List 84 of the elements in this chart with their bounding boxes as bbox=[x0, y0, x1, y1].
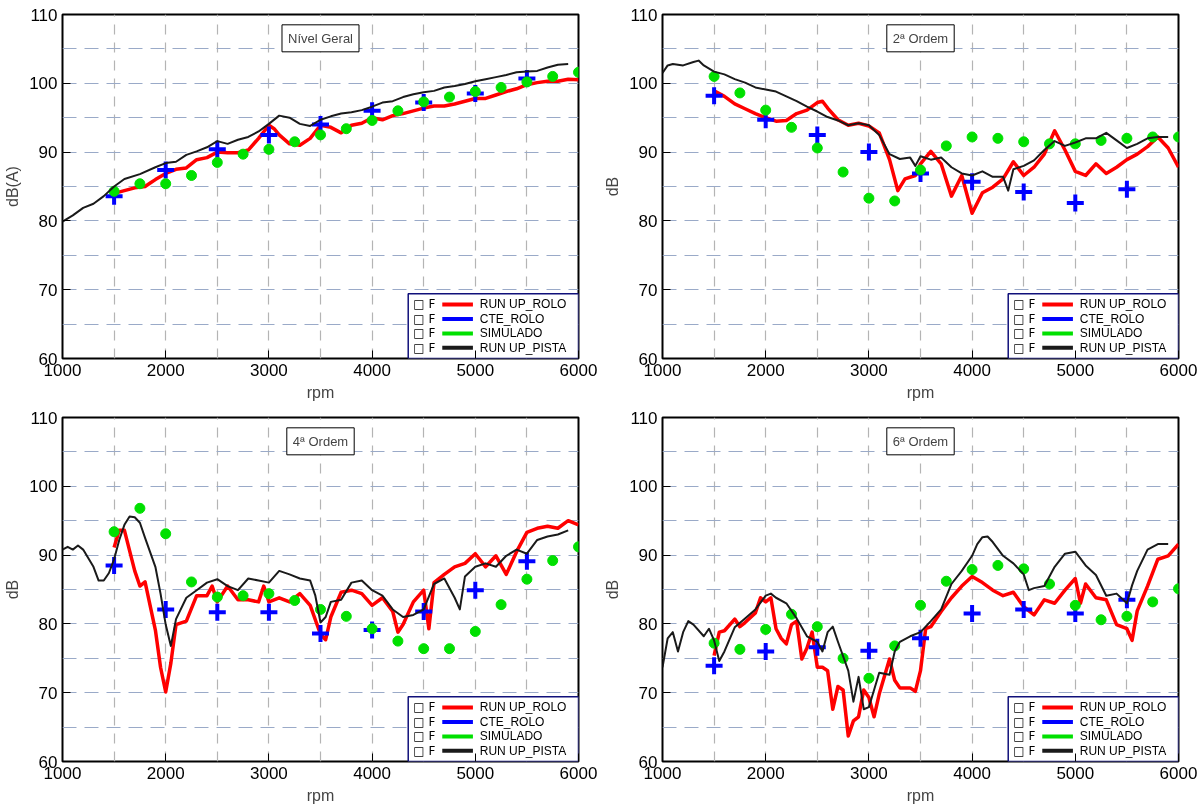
annotation: □ F bbox=[413, 340, 436, 355]
x-tick-label: 5000 bbox=[456, 763, 495, 783]
y-tick-label: 110 bbox=[30, 408, 58, 428]
text: 2ª Ordem bbox=[892, 30, 949, 46]
annotation: □ F bbox=[413, 311, 436, 326]
x-tick-label: 4000 bbox=[953, 763, 992, 783]
y-tick-label: 70 bbox=[638, 683, 658, 703]
legend-label: SIMULADO bbox=[479, 729, 543, 744]
annotation: □ F bbox=[413, 326, 436, 341]
y-tick-label: 110 bbox=[630, 5, 658, 25]
y-axis-title: dB bbox=[604, 579, 622, 600]
x-tick-label: 4000 bbox=[353, 763, 392, 783]
y-tick-label: 80 bbox=[638, 614, 658, 634]
y-tick-label: 100 bbox=[29, 477, 58, 497]
legend-label: RUN UP_PISTA bbox=[479, 743, 567, 758]
x-tick-label: 3000 bbox=[249, 763, 288, 783]
x-tick-label: 5000 bbox=[456, 360, 495, 380]
x-axis-title: rpm bbox=[306, 383, 335, 401]
annotation: □ F bbox=[1013, 340, 1036, 355]
legend-label: RUN UP_PISTA bbox=[1079, 743, 1167, 758]
x-axis-title: rpm bbox=[306, 786, 335, 804]
legend-label: SIMULADO bbox=[1079, 729, 1143, 744]
y-tick-label: 90 bbox=[38, 143, 58, 163]
y-tick-label: 70 bbox=[38, 280, 58, 300]
y-tick-label: 90 bbox=[638, 143, 658, 163]
x-tick-label: 5000 bbox=[1056, 360, 1095, 380]
y-axis-title: dB bbox=[4, 579, 22, 600]
x-tick-label: 3000 bbox=[249, 360, 288, 380]
annotation: □ F bbox=[413, 297, 436, 312]
x-tick-label: 5000 bbox=[1056, 763, 1095, 783]
y-tick-label: 100 bbox=[29, 74, 58, 94]
legend-label: RUN UP_ROLO bbox=[479, 297, 567, 312]
legend-label: RUN UP_ROLO bbox=[1079, 700, 1167, 715]
y-tick-label: 110 bbox=[630, 408, 658, 428]
x-tick-label: 3000 bbox=[849, 360, 888, 380]
x-tick-label: 2000 bbox=[146, 360, 185, 380]
x-tick-label: 4000 bbox=[353, 360, 392, 380]
y-tick-label: 80 bbox=[38, 614, 58, 634]
annotation: □ F bbox=[1013, 714, 1036, 729]
legend-label: RUN UP_PISTA bbox=[1079, 340, 1167, 355]
annotation: □ F bbox=[1013, 311, 1036, 326]
x-tick-label: 6000 bbox=[559, 360, 598, 380]
x-tick-label: 6000 bbox=[559, 763, 598, 783]
legend-label: SIMULADO bbox=[1079, 326, 1143, 341]
annotation: □ F bbox=[413, 700, 436, 715]
legend-label: RUN UP_ROLO bbox=[479, 700, 567, 715]
y-tick-label: 90 bbox=[38, 546, 58, 566]
x-tick-label: 6000 bbox=[1159, 360, 1198, 380]
y-tick-label: 80 bbox=[638, 211, 658, 231]
legend-label: CTE_ROLO bbox=[1079, 714, 1145, 729]
annotation: □ F bbox=[413, 729, 436, 744]
y-tick-label: 70 bbox=[38, 683, 58, 703]
y-tick-label: 110 bbox=[30, 5, 58, 25]
legend-label: CTE_ROLO bbox=[1079, 311, 1145, 326]
annotation: □ F bbox=[1013, 297, 1036, 312]
x-tick-label: 2000 bbox=[746, 763, 785, 783]
x-tick-label: 2000 bbox=[746, 360, 785, 380]
text: 6ª Ordem bbox=[892, 433, 949, 449]
x-axis-title: rpm bbox=[906, 383, 935, 401]
text: Nível Geral bbox=[287, 30, 354, 46]
annotation: □ F bbox=[1013, 326, 1036, 341]
legend-label: SIMULADO bbox=[479, 326, 543, 341]
x-tick-label: 2000 bbox=[146, 763, 185, 783]
y-tick-label: 100 bbox=[629, 477, 658, 497]
annotation: □ F bbox=[1013, 729, 1036, 744]
y-tick-label: 70 bbox=[638, 280, 658, 300]
y-tick-label: 90 bbox=[638, 546, 658, 566]
y-axis-title: dB bbox=[604, 176, 622, 197]
x-tick-label: 6000 bbox=[1159, 763, 1198, 783]
y-tick-label: 80 bbox=[38, 211, 58, 231]
x-axis-title: rpm bbox=[906, 786, 935, 804]
annotation: □ F bbox=[413, 714, 436, 729]
y-axis-title: dB(A) bbox=[4, 166, 22, 207]
x-tick-label: 3000 bbox=[849, 763, 888, 783]
legend-label: CTE_ROLO bbox=[479, 714, 545, 729]
y-tick-label: 100 bbox=[629, 74, 658, 94]
x-tick-label: 4000 bbox=[953, 360, 992, 380]
legend-label: CTE_ROLO bbox=[479, 311, 545, 326]
annotation: □ F bbox=[413, 743, 436, 758]
legend-label: RUN UP_PISTA bbox=[479, 340, 567, 355]
text: 4ª Ordem bbox=[292, 433, 349, 449]
annotation: □ F bbox=[1013, 700, 1036, 715]
legend-label: RUN UP_ROLO bbox=[1079, 297, 1167, 312]
annotation: □ F bbox=[1013, 743, 1036, 758]
